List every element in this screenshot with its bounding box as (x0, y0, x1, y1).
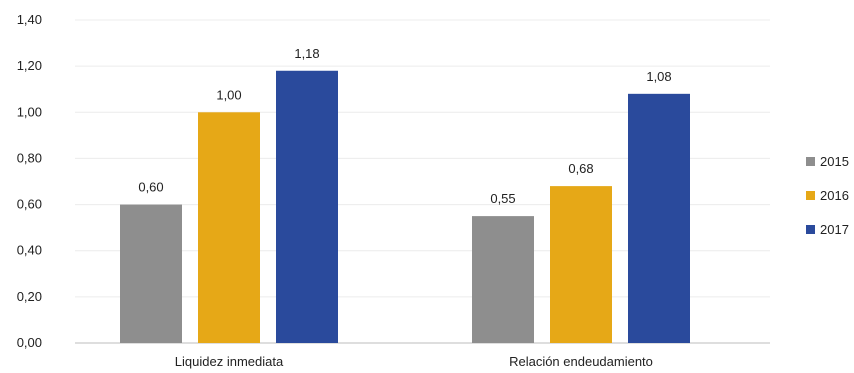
legend-swatch (806, 191, 815, 200)
y-axis: 0,00 0,20 0,40 0,60 0,80 1,00 1,20 1,40 (17, 12, 42, 350)
y-tick-label: 0,60 (17, 197, 42, 212)
legend-label: 2015 (820, 154, 849, 169)
y-tick-label: 0,80 (17, 150, 42, 165)
data-label: 0,55 (490, 191, 515, 206)
data-label: 1,18 (294, 46, 319, 61)
y-tick-label: 1,20 (17, 58, 42, 73)
legend-label: 2016 (820, 188, 849, 203)
data-label: 1,00 (216, 87, 241, 102)
x-axis: Liquidez inmediata Relación endeudamiento (175, 354, 653, 369)
y-tick-label: 1,00 (17, 104, 42, 119)
legend-swatch (806, 157, 815, 166)
legend: 2015 2016 2017 (806, 154, 849, 237)
bar-2017-0 (276, 70, 338, 343)
gridlines (75, 19, 770, 344)
x-category-label: Relación endeudamiento (509, 354, 653, 369)
data-label: 0,60 (138, 180, 163, 195)
bar-2015-1 (472, 216, 534, 343)
data-label: 0,68 (568, 161, 593, 176)
bar-2015-0 (120, 204, 182, 343)
y-tick-label: 0,20 (17, 289, 42, 304)
bar-2017-1 (628, 93, 690, 343)
y-tick-label: 1,40 (17, 12, 42, 27)
y-tick-label: 0,40 (17, 243, 42, 258)
data-label: 1,08 (646, 69, 671, 84)
bar-2016-1 (550, 186, 612, 343)
bars: 0,60 1,00 1,18 0,55 0,68 1,08 (120, 46, 690, 344)
legend-label: 2017 (820, 222, 849, 237)
x-category-label: Liquidez inmediata (175, 354, 284, 369)
legend-swatch (806, 225, 815, 234)
y-tick-label: 0,00 (17, 335, 42, 350)
bar-2016-0 (198, 112, 260, 344)
